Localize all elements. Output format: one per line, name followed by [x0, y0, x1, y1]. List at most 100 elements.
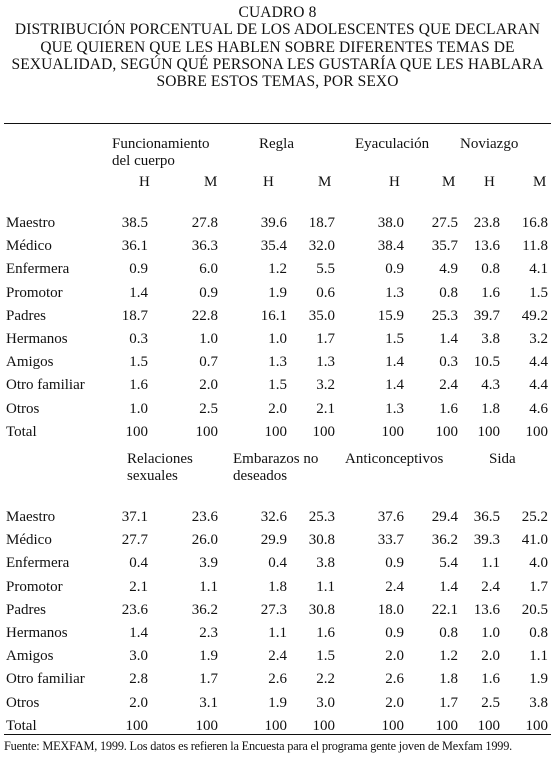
cell-value: 2.5: [481, 694, 500, 711]
table-row: Padres 23.6 36.2 27.3 30.8 18.0 22.1 13.6 20.5: [0, 599, 555, 622]
row-label: Amigos: [6, 648, 54, 665]
cell-value: 0.9: [385, 555, 404, 572]
table-row: Maestro 37.1 23.6 32.6 25.3 37.6 29.4 36.5 25.2: [0, 506, 555, 529]
cell-value: 10.5: [473, 354, 500, 371]
cell-value: 16.8: [521, 215, 548, 231]
cell-value: 2.4: [385, 578, 404, 595]
cell-value: 1.7: [316, 331, 335, 347]
table-row: Maestro 38.5 27.8 39.6 18.7 38.0 27.5 23.8 16.8: [0, 212, 555, 235]
table-row: Otro familiar 1.6 2.0 1.5 3.2 1.4 2.4 4.3 4.4: [0, 374, 555, 397]
cell-value: 100: [125, 423, 149, 440]
column-group-header-line: Funcionamiento: [112, 136, 210, 152]
cell-value: 100: [312, 717, 336, 734]
row-label: Amigos: [6, 354, 54, 371]
column-group-header-line: Anticonceptivos: [345, 451, 444, 467]
cell-value: 1.6: [129, 377, 148, 394]
sex-column-header: H: [263, 174, 274, 190]
column-group-header: Funcionamiento del cuerpo: [112, 136, 210, 170]
cell-value: 39.7: [473, 307, 500, 324]
row-label: Hermanos: [6, 331, 68, 347]
cell-value: 4.4: [529, 354, 548, 371]
cell-value: 16.1: [260, 307, 287, 324]
cell-value: 2.4: [439, 377, 458, 394]
cell-value: 39.3: [473, 532, 500, 549]
sex-column-header: M: [442, 174, 456, 190]
cell-value: 23.6: [121, 601, 148, 618]
cell-value: 13.6: [473, 238, 500, 255]
table-row: Enfermera 0.4 3.9 0.4 3.8 0.9 5.4 1.1 4.0: [0, 552, 555, 575]
table-row: Otro familiar 2.8 1.7 2.6 2.2 2.6 1.8 1.6 1.9: [0, 668, 555, 691]
cell-value: 27.3: [260, 601, 287, 618]
column-group-header-line: del cuerpo: [112, 153, 175, 169]
source-note: Fuente: MEXFAM, 1999. Los datos es refie…: [4, 739, 513, 753]
cell-value: 1.7: [199, 671, 218, 688]
cell-value: 0.4: [129, 555, 148, 572]
table-title: CUADRO 8 DISTRIBUCIÓN PORCENTUAL DE LOS …: [0, 4, 555, 90]
cell-value: 30.8: [308, 601, 335, 618]
sex-column-header: H: [389, 174, 400, 190]
table-row: Médico 36.1 36.3 35.4 32.0 38.4 35.7 13.6 11.8: [0, 235, 555, 258]
row-label: Médico: [6, 532, 52, 549]
cell-value: 1.6: [481, 671, 500, 688]
column-group-header: Embarazos no deseados: [233, 451, 318, 485]
cell-value: 13.6: [473, 601, 500, 618]
cell-value: 18.7: [308, 215, 335, 231]
table-row: Promotor 1.4 0.9 1.9 0.6 1.3 0.8 1.6 1.5: [0, 282, 555, 305]
cell-value: 35.0: [308, 307, 335, 324]
bottom-rule: [4, 734, 551, 735]
cell-value: 18.0: [377, 601, 404, 618]
row-label: Otros: [6, 694, 40, 711]
cell-value: 1.4: [129, 284, 148, 301]
cell-value: 4.6: [529, 400, 548, 417]
cell-value: 18.7: [121, 307, 148, 324]
cell-value: 37.6: [377, 509, 404, 525]
cell-value: 1.4: [439, 578, 458, 595]
title-line: SEXUALIDAD, SEGÚN QUÉ PERSONA LES GUSTAR…: [11, 55, 544, 73]
cell-value: 3.2: [316, 377, 335, 394]
column-group-header: Sida: [489, 451, 516, 468]
row-label: Padres: [6, 601, 46, 618]
cell-value: 23.8: [473, 215, 500, 231]
cell-value: 0.9: [385, 625, 404, 641]
cell-value: 1.7: [439, 694, 458, 711]
cell-value: 27.8: [191, 215, 218, 231]
cell-value: 3.8: [316, 555, 335, 572]
cell-value: 2.4: [268, 648, 287, 665]
cell-value: 1.9: [268, 284, 287, 301]
row-label: Maestro: [6, 215, 56, 231]
title-line: QUE QUIEREN QUE LES HABLEN SOBRE DIFEREN…: [40, 38, 515, 56]
cell-value: 0.9: [129, 261, 148, 278]
column-group-header: Eyaculación: [355, 136, 429, 153]
column-group-header: Relaciones sexuales: [127, 451, 193, 485]
column-group-header-line: deseados: [233, 468, 288, 484]
cell-value: 1.2: [268, 261, 287, 278]
cell-value: 27.5: [431, 215, 458, 231]
cell-value: 30.8: [308, 532, 335, 549]
row-label: Otro familiar: [6, 671, 85, 688]
cell-value: 1.3: [316, 354, 335, 371]
row-label: Otro familiar: [6, 377, 85, 394]
cell-value: 4.1: [529, 261, 548, 278]
cell-value: 36.1: [121, 238, 148, 255]
cuadro-label: CUADRO 8: [238, 4, 317, 21]
cell-value: 2.0: [199, 377, 218, 394]
column-group-header-line: Relaciones: [127, 451, 193, 467]
cell-value: 1.4: [439, 331, 458, 347]
table-row: Hermanos 0.3 1.0 1.0 1.7 1.5 1.4 3.8 3.2: [0, 328, 555, 351]
cell-value: 35.7: [431, 238, 458, 255]
cell-value: 26.0: [191, 532, 218, 549]
cell-value: 3.2: [529, 331, 548, 347]
cell-value: 100: [477, 423, 501, 440]
cell-value: 3.1: [199, 694, 218, 711]
row-label: Otros: [6, 400, 40, 417]
cell-value: 0.8: [439, 284, 458, 301]
cell-value: 1.1: [199, 578, 218, 595]
cell-value: 49.2: [521, 307, 548, 324]
cell-value: 3.0: [129, 648, 148, 665]
row-label: Total: [6, 717, 37, 734]
cell-value: 3.8: [481, 331, 500, 347]
cell-value: 33.7: [377, 532, 404, 549]
cell-value: 3.9: [199, 555, 218, 572]
column-group-header-line: Embarazos no: [233, 451, 319, 467]
sex-column-header: M: [318, 174, 332, 190]
